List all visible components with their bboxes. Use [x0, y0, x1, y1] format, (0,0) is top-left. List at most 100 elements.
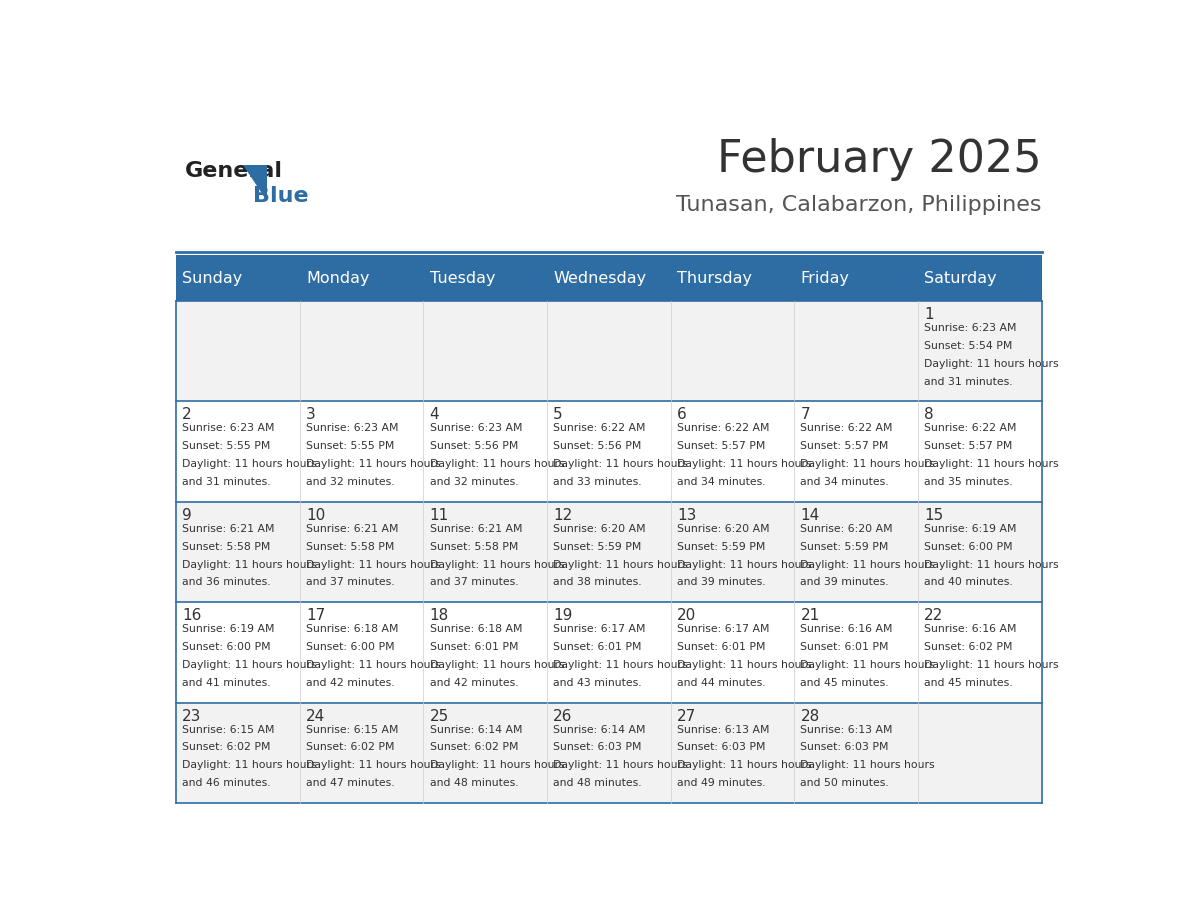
Text: and 44 minutes.: and 44 minutes. — [677, 677, 765, 688]
Text: Daylight: 11 hours hours: Daylight: 11 hours hours — [182, 660, 317, 670]
Text: Sunset: 6:03 PM: Sunset: 6:03 PM — [801, 743, 889, 753]
Text: and 48 minutes.: and 48 minutes. — [430, 778, 518, 789]
Text: 14: 14 — [801, 508, 820, 522]
Text: 23: 23 — [182, 709, 202, 723]
Text: Sunrise: 6:23 AM: Sunrise: 6:23 AM — [307, 423, 398, 433]
Text: Sunset: 5:58 PM: Sunset: 5:58 PM — [307, 542, 394, 552]
Text: and 31 minutes.: and 31 minutes. — [924, 376, 1012, 386]
Text: Sunset: 6:02 PM: Sunset: 6:02 PM — [307, 743, 394, 753]
Text: 3: 3 — [307, 408, 316, 422]
Text: Sunrise: 6:19 AM: Sunrise: 6:19 AM — [182, 624, 274, 634]
Bar — [176, 301, 299, 401]
Text: Monday: Monday — [307, 271, 369, 285]
Text: 26: 26 — [554, 709, 573, 723]
Text: 1: 1 — [924, 307, 934, 322]
Text: Daylight: 11 hours hours: Daylight: 11 hours hours — [924, 660, 1059, 670]
Text: Daylight: 11 hours hours: Daylight: 11 hours hours — [677, 760, 811, 770]
Bar — [918, 502, 1042, 602]
Bar — [299, 401, 423, 502]
Bar — [918, 702, 1042, 803]
Bar — [795, 702, 918, 803]
Text: 20: 20 — [677, 608, 696, 623]
Text: Blue: Blue — [253, 185, 308, 206]
Bar — [423, 301, 546, 401]
Bar — [671, 702, 795, 803]
Text: 16: 16 — [182, 608, 202, 623]
Bar — [299, 301, 423, 401]
Text: and 35 minutes.: and 35 minutes. — [924, 477, 1012, 487]
Bar — [918, 255, 1042, 301]
Text: and 32 minutes.: and 32 minutes. — [307, 477, 394, 487]
Text: and 32 minutes.: and 32 minutes. — [430, 477, 518, 487]
Text: Tunasan, Calabarzon, Philippines: Tunasan, Calabarzon, Philippines — [676, 195, 1042, 215]
Text: and 40 minutes.: and 40 minutes. — [924, 577, 1013, 588]
Text: 22: 22 — [924, 608, 943, 623]
Text: Sunset: 5:57 PM: Sunset: 5:57 PM — [677, 442, 765, 452]
Text: and 37 minutes.: and 37 minutes. — [307, 577, 394, 588]
Bar — [176, 401, 299, 502]
Text: Sunrise: 6:23 AM: Sunrise: 6:23 AM — [924, 323, 1017, 333]
Text: Daylight: 11 hours hours: Daylight: 11 hours hours — [801, 459, 935, 469]
Text: 7: 7 — [801, 408, 810, 422]
Text: Sunrise: 6:23 AM: Sunrise: 6:23 AM — [430, 423, 522, 433]
Bar — [423, 502, 546, 602]
Bar — [795, 255, 918, 301]
Text: Sunset: 6:02 PM: Sunset: 6:02 PM — [430, 743, 518, 753]
Text: Daylight: 11 hours hours: Daylight: 11 hours hours — [801, 760, 935, 770]
Text: Sunset: 5:59 PM: Sunset: 5:59 PM — [677, 542, 765, 552]
Text: Daylight: 11 hours hours: Daylight: 11 hours hours — [554, 760, 688, 770]
Text: Daylight: 11 hours hours: Daylight: 11 hours hours — [677, 660, 811, 670]
Bar — [546, 301, 671, 401]
Text: and 39 minutes.: and 39 minutes. — [801, 577, 889, 588]
Text: Daylight: 11 hours hours: Daylight: 11 hours hours — [801, 560, 935, 569]
Text: 11: 11 — [430, 508, 449, 522]
Text: 17: 17 — [307, 608, 326, 623]
Text: Sunrise: 6:21 AM: Sunrise: 6:21 AM — [430, 524, 522, 534]
Text: Sunset: 5:57 PM: Sunset: 5:57 PM — [924, 442, 1012, 452]
Text: and 42 minutes.: and 42 minutes. — [307, 677, 394, 688]
Text: 12: 12 — [554, 508, 573, 522]
Text: Sunrise: 6:15 AM: Sunrise: 6:15 AM — [182, 724, 274, 734]
Bar — [546, 502, 671, 602]
Text: Sunrise: 6:14 AM: Sunrise: 6:14 AM — [554, 724, 646, 734]
Bar — [299, 255, 423, 301]
Text: 19: 19 — [554, 608, 573, 623]
Text: Sunset: 5:56 PM: Sunset: 5:56 PM — [430, 442, 518, 452]
Text: Sunset: 6:01 PM: Sunset: 6:01 PM — [430, 642, 518, 652]
Polygon shape — [244, 165, 267, 201]
Text: Sunrise: 6:20 AM: Sunrise: 6:20 AM — [801, 524, 893, 534]
Text: Daylight: 11 hours hours: Daylight: 11 hours hours — [182, 459, 317, 469]
Text: Sunset: 5:56 PM: Sunset: 5:56 PM — [554, 442, 642, 452]
Text: Daylight: 11 hours hours: Daylight: 11 hours hours — [307, 760, 441, 770]
Text: 18: 18 — [430, 608, 449, 623]
Text: Sunday: Sunday — [182, 271, 242, 285]
Text: and 42 minutes.: and 42 minutes. — [430, 677, 518, 688]
Text: Sunset: 6:01 PM: Sunset: 6:01 PM — [554, 642, 642, 652]
Text: Sunrise: 6:20 AM: Sunrise: 6:20 AM — [554, 524, 646, 534]
Text: Daylight: 11 hours hours: Daylight: 11 hours hours — [430, 660, 564, 670]
Text: 13: 13 — [677, 508, 696, 522]
Text: Sunrise: 6:22 AM: Sunrise: 6:22 AM — [677, 423, 770, 433]
Text: and 43 minutes.: and 43 minutes. — [554, 677, 642, 688]
Text: 24: 24 — [307, 709, 326, 723]
Text: Sunrise: 6:16 AM: Sunrise: 6:16 AM — [924, 624, 1017, 634]
Text: Daylight: 11 hours hours: Daylight: 11 hours hours — [677, 459, 811, 469]
Text: and 47 minutes.: and 47 minutes. — [307, 778, 394, 789]
Text: Sunrise: 6:22 AM: Sunrise: 6:22 AM — [924, 423, 1017, 433]
Text: Daylight: 11 hours hours: Daylight: 11 hours hours — [554, 560, 688, 569]
Text: 15: 15 — [924, 508, 943, 522]
Text: Sunrise: 6:14 AM: Sunrise: 6:14 AM — [430, 724, 522, 734]
Text: Sunset: 6:03 PM: Sunset: 6:03 PM — [554, 743, 642, 753]
Text: Tuesday: Tuesday — [430, 271, 495, 285]
Text: Daylight: 11 hours hours: Daylight: 11 hours hours — [307, 560, 441, 569]
Text: 28: 28 — [801, 709, 820, 723]
Text: and 48 minutes.: and 48 minutes. — [554, 778, 642, 789]
Text: Sunset: 6:02 PM: Sunset: 6:02 PM — [182, 743, 271, 753]
Text: and 34 minutes.: and 34 minutes. — [677, 477, 765, 487]
Text: Daylight: 11 hours hours: Daylight: 11 hours hours — [801, 660, 935, 670]
Text: and 31 minutes.: and 31 minutes. — [182, 477, 271, 487]
Text: Daylight: 11 hours hours: Daylight: 11 hours hours — [924, 560, 1059, 569]
Bar — [423, 602, 546, 702]
Text: and 39 minutes.: and 39 minutes. — [677, 577, 765, 588]
Text: Daylight: 11 hours hours: Daylight: 11 hours hours — [182, 560, 317, 569]
